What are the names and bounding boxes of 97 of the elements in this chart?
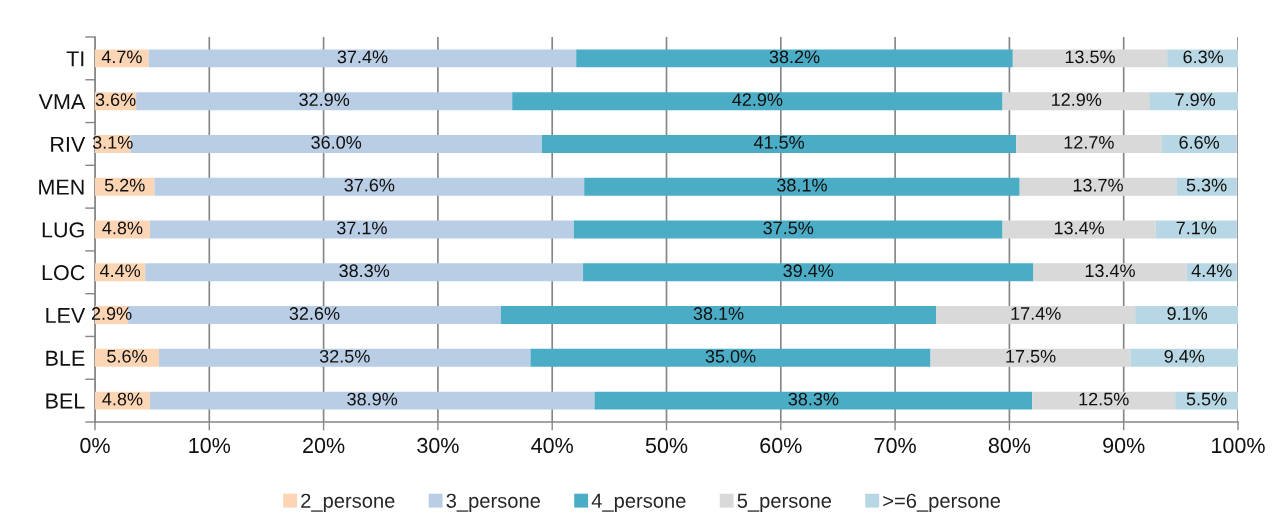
data-label: 4.4% — [99, 264, 141, 278]
bar — [154, 177, 585, 196]
y-tick-label: RIV — [51, 136, 86, 152]
data-label: 13.4% — [1054, 221, 1105, 235]
y-tick-label: LEV — [46, 308, 86, 323]
data-label: 17.4% — [1011, 307, 1061, 320]
data-label: 38.1% — [693, 307, 744, 320]
bar — [159, 348, 531, 367]
x-tick-label: 0% — [80, 437, 110, 454]
bar — [1019, 177, 1177, 196]
data-label: 7.9% — [1175, 93, 1216, 107]
x-tick-label: 60% — [760, 437, 802, 454]
bar — [1033, 263, 1187, 282]
data-label: 32.5% — [319, 349, 370, 363]
bar — [1032, 391, 1176, 410]
data-label: 9.1% — [1167, 307, 1208, 320]
data-label: 3.1% — [92, 136, 133, 149]
y-tick-label: MEN — [39, 179, 84, 195]
bar — [1135, 306, 1238, 325]
legend-label: >=6_persone — [883, 493, 1001, 512]
bar — [1130, 348, 1238, 367]
y-tick-label: BLE — [46, 350, 85, 366]
bar — [512, 92, 1003, 111]
data-label: 4.4% — [1191, 264, 1232, 278]
y-tick-label: VMA — [38, 94, 86, 109]
bar — [930, 348, 1131, 367]
data-label: 5.6% — [107, 349, 147, 363]
y-tick-label: LOC — [42, 265, 85, 281]
data-label: 37.4% — [337, 50, 388, 64]
data-label: 38.3% — [339, 264, 390, 278]
legend-label: 5_persone — [737, 493, 832, 512]
legend-label: 2_persone — [301, 493, 395, 512]
data-label: 38.1% — [777, 178, 827, 192]
y-tick-label: BEL — [46, 393, 85, 409]
bar — [1002, 92, 1150, 111]
legend-label: 4_persone — [591, 493, 686, 512]
bar — [149, 220, 574, 239]
data-label: 9.4% — [1164, 349, 1205, 363]
bar — [500, 306, 937, 325]
legend-label: 3_persone — [446, 493, 540, 512]
data-label: 37.5% — [763, 221, 814, 235]
x-tick-label: 30% — [417, 437, 459, 454]
data-label: 32.9% — [299, 93, 350, 107]
data-label: 38.9% — [347, 392, 398, 406]
x-tick-label: 70% — [874, 437, 916, 454]
bar — [584, 177, 1020, 196]
x-tick-label: 90% — [1103, 437, 1145, 454]
bar — [594, 391, 1033, 410]
bar — [583, 263, 1034, 282]
data-label: 6.6% — [1179, 136, 1220, 149]
data-label: 6.3% — [1183, 50, 1224, 64]
y-tick-label: LUG — [42, 222, 84, 238]
x-tick-label: 10% — [189, 437, 231, 454]
data-label: 4.8% — [102, 221, 143, 235]
bar — [541, 134, 1017, 153]
data-label: 38.3% — [788, 392, 839, 406]
data-label: 32.6% — [289, 307, 340, 320]
data-label: 13.7% — [1073, 178, 1123, 192]
x-tick-label: 50% — [645, 437, 688, 454]
data-label: 37.1% — [336, 221, 387, 235]
data-label: 3.6% — [95, 93, 136, 107]
data-label: 4.7% — [101, 50, 142, 64]
data-label: 5.5% — [1186, 392, 1227, 406]
x-tick-label: 40% — [531, 437, 573, 454]
x-tick-label: 80% — [988, 437, 1031, 454]
y-tick-label: TI — [66, 51, 84, 67]
data-label: 41.5% — [753, 136, 805, 149]
data-label: 5.2% — [104, 178, 145, 192]
data-label: 7.1% — [1176, 221, 1217, 235]
data-label: 42.9% — [732, 93, 783, 107]
bar — [1016, 134, 1162, 153]
data-label: 36.0% — [311, 136, 362, 149]
bar — [149, 391, 595, 410]
x-tick-label: 100% — [1212, 437, 1265, 454]
data-label: 13.5% — [1065, 50, 1115, 64]
data-label: 35.0% — [705, 349, 756, 363]
data-label: 2.9% — [91, 307, 132, 320]
x-tick-label: 20% — [303, 437, 345, 454]
bar — [573, 220, 1003, 239]
bar — [145, 263, 584, 282]
bar — [148, 49, 577, 68]
data-label: 13.4% — [1085, 264, 1135, 278]
data-label: 12.7% — [1064, 136, 1114, 149]
data-label: 4.8% — [102, 392, 143, 406]
bar — [1161, 134, 1237, 153]
bar — [136, 92, 513, 111]
data-label: 38.2% — [769, 50, 820, 64]
bar — [1012, 49, 1168, 68]
data-label: 39.4% — [783, 264, 834, 278]
bar — [576, 49, 1013, 68]
bar — [936, 306, 1136, 325]
data-label: 37.6% — [344, 178, 395, 192]
data-label: 12.5% — [1079, 392, 1129, 406]
data-label: 17.5% — [1006, 349, 1056, 363]
bar — [530, 348, 931, 367]
data-label: 12.9% — [1052, 93, 1102, 107]
data-label: 5.3% — [1186, 178, 1227, 192]
